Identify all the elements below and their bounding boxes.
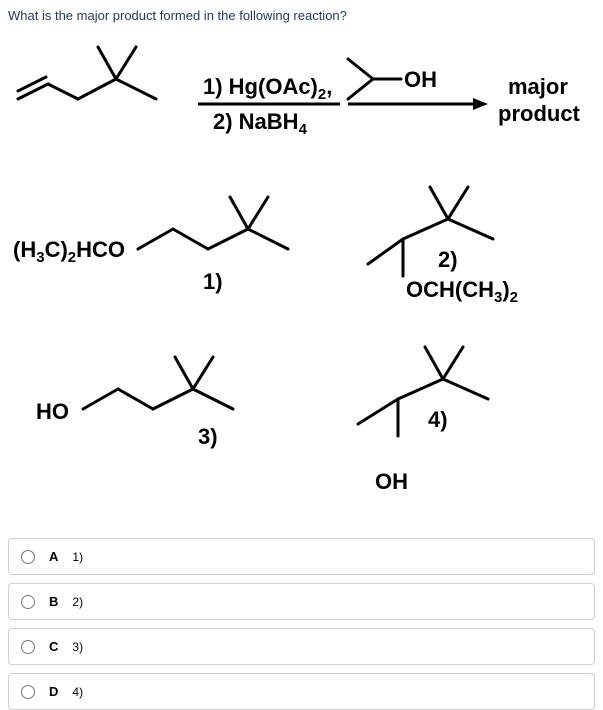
question-text: What is the major product formed in the … (8, 8, 595, 23)
options-list: A 1) B 2) C 3) D 4) (8, 538, 595, 710)
arrow (348, 98, 488, 110)
radio-a[interactable] (21, 550, 35, 564)
option-letter: B (49, 594, 58, 609)
option-d[interactable]: D 4) (8, 673, 595, 710)
option-letter: D (49, 684, 58, 699)
radio-b[interactable] (21, 595, 35, 609)
option-text: 4) (72, 685, 83, 699)
option-letter: C (49, 639, 58, 654)
reaction-diagram: 1) Hg(OAc)2, 2) NaBH4 OH major product (… (8, 29, 595, 534)
answer-4-structure (358, 347, 488, 436)
isopropanol (348, 59, 401, 99)
num-2: 2) (438, 247, 458, 272)
product-label: product (498, 101, 581, 126)
answer-3-structure (83, 357, 233, 409)
radio-d[interactable] (21, 685, 35, 699)
answer1-formula: (H3C)2HCO (13, 237, 125, 266)
option-a[interactable]: A 1) (8, 538, 595, 575)
option-letter: A (49, 549, 58, 564)
answer2-formula: OCH(CH3)2 (406, 277, 518, 306)
starting-material (18, 47, 156, 99)
answer3-formula: HO (36, 399, 69, 424)
answer-1-structure (138, 197, 288, 249)
reagents: 1) Hg(OAc)2, 2) NaBH4 (198, 74, 340, 138)
option-text: 3) (72, 640, 83, 654)
option-b[interactable]: B 2) (8, 583, 595, 620)
num-4: 4) (428, 407, 448, 432)
num-1: 1) (203, 269, 223, 294)
svg-text:1) Hg(OAc)2,: 1) Hg(OAc)2, (203, 74, 332, 103)
answer4-formula: OH (375, 469, 408, 494)
answer-2-structure (368, 187, 493, 276)
option-c[interactable]: C 3) (8, 628, 595, 665)
svg-text:2) NaBH4: 2) NaBH4 (213, 109, 308, 138)
oh-label: OH (404, 67, 437, 92)
radio-c[interactable] (21, 640, 35, 654)
option-text: 2) (72, 595, 83, 609)
num-3: 3) (198, 424, 218, 449)
option-text: 1) (72, 550, 83, 564)
major-label: major (508, 74, 568, 99)
